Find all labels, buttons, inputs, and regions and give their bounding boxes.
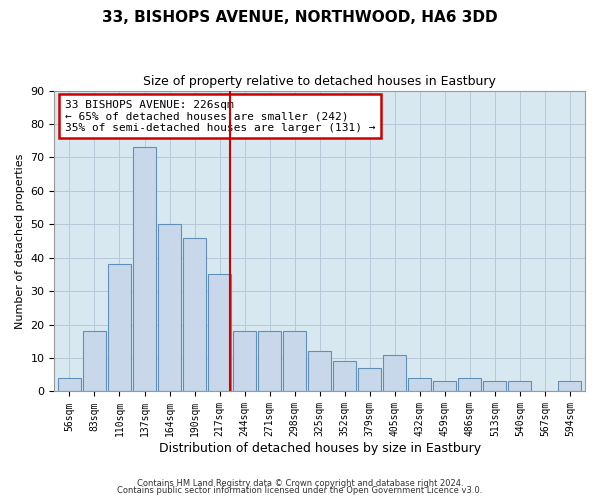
Title: Size of property relative to detached houses in Eastbury: Size of property relative to detached ho… [143,75,496,88]
Text: 33, BISHOPS AVENUE, NORTHWOOD, HA6 3DD: 33, BISHOPS AVENUE, NORTHWOOD, HA6 3DD [102,10,498,25]
Bar [233,332,256,392]
Bar [333,362,356,392]
Bar [258,332,281,392]
Bar [383,354,406,392]
Bar [358,368,381,392]
Bar [58,378,81,392]
Y-axis label: Number of detached properties: Number of detached properties [15,154,25,328]
Bar [559,382,581,392]
Bar [158,224,181,392]
Bar [283,332,306,392]
Text: Contains HM Land Registry data © Crown copyright and database right 2024.: Contains HM Land Registry data © Crown c… [137,478,463,488]
Bar [458,378,481,392]
Text: Contains public sector information licensed under the Open Government Licence v3: Contains public sector information licen… [118,486,482,495]
Text: 33 BISHOPS AVENUE: 226sqm
← 65% of detached houses are smaller (242)
35% of semi: 33 BISHOPS AVENUE: 226sqm ← 65% of detac… [65,100,376,133]
Bar [133,148,156,392]
Bar [183,238,206,392]
Bar [83,332,106,392]
Bar [484,382,506,392]
Bar [433,382,457,392]
Bar [308,352,331,392]
Bar [508,382,532,392]
X-axis label: Distribution of detached houses by size in Eastbury: Distribution of detached houses by size … [158,442,481,455]
Bar [208,274,231,392]
Bar [108,264,131,392]
Bar [409,378,431,392]
